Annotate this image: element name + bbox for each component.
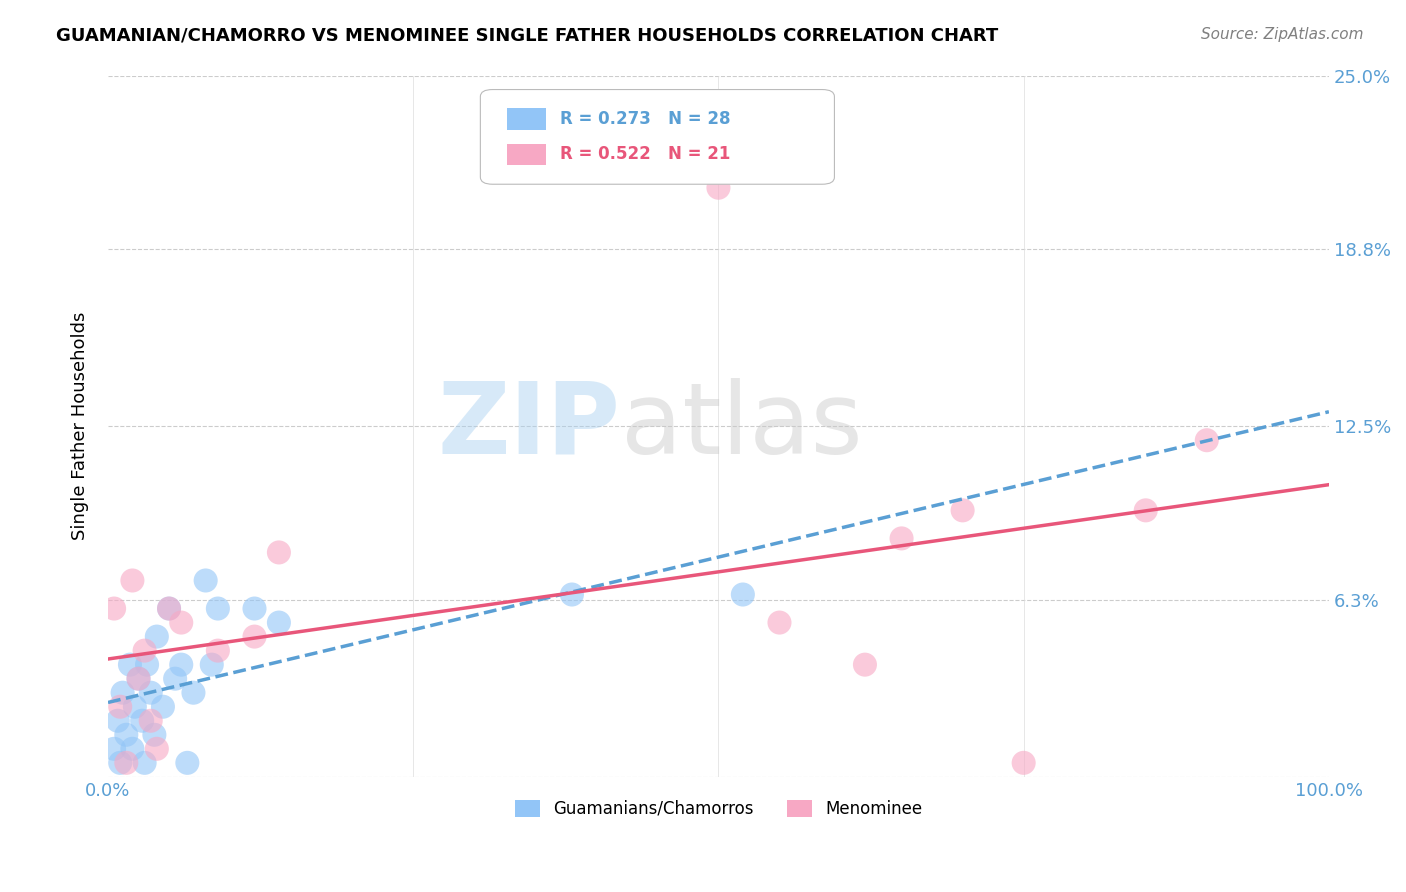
Point [207,601,229,615]
Point [890,532,912,546]
Point [170,615,193,630]
Point [561,587,583,601]
Point [146,741,169,756]
Point [176,756,198,770]
Point [115,728,138,742]
Point [108,756,131,770]
Point [731,587,754,601]
Point [103,741,125,756]
Point [128,672,150,686]
Point [121,574,143,588]
Point [124,699,146,714]
Point [134,756,156,770]
Point [1195,434,1218,448]
Point [267,615,290,630]
Text: R = 0.273   N = 28: R = 0.273 N = 28 [560,110,730,128]
Text: ZIP: ZIP [437,377,621,475]
Point [146,630,169,644]
Point [243,601,266,615]
Point [165,672,187,686]
Point [136,657,159,672]
Point [170,657,193,672]
Point [207,643,229,657]
Point [1135,503,1157,517]
Point [707,180,730,194]
Bar [508,109,547,129]
Point [143,728,166,742]
Point [115,756,138,770]
Text: R = 0.522   N = 21: R = 0.522 N = 21 [560,145,730,163]
Point [139,714,162,728]
Point [853,657,876,672]
Point [952,503,974,517]
Point [1012,756,1035,770]
Point [157,601,180,615]
Point [118,657,141,672]
Point [201,657,224,672]
Point [139,686,162,700]
Text: atlas: atlas [621,377,862,475]
Y-axis label: Single Father Households: Single Father Households [72,312,89,541]
Point [128,672,150,686]
Point [157,601,180,615]
Point [111,686,134,700]
Point [152,699,174,714]
Point [103,601,125,615]
Text: Source: ZipAtlas.com: Source: ZipAtlas.com [1201,27,1364,42]
Point [108,699,131,714]
Point [267,545,290,559]
Point [131,714,153,728]
Point [194,574,217,588]
Point [134,643,156,657]
Bar [508,144,547,165]
Point [183,686,205,700]
Text: GUAMANIAN/CHAMORRO VS MENOMINEE SINGLE FATHER HOUSEHOLDS CORRELATION CHART: GUAMANIAN/CHAMORRO VS MENOMINEE SINGLE F… [56,27,998,45]
Point [121,741,143,756]
Point [107,714,129,728]
Point [243,630,266,644]
Legend: Guamanians/Chamorros, Menominee: Guamanians/Chamorros, Menominee [508,793,929,824]
Point [768,615,790,630]
FancyBboxPatch shape [481,89,834,185]
